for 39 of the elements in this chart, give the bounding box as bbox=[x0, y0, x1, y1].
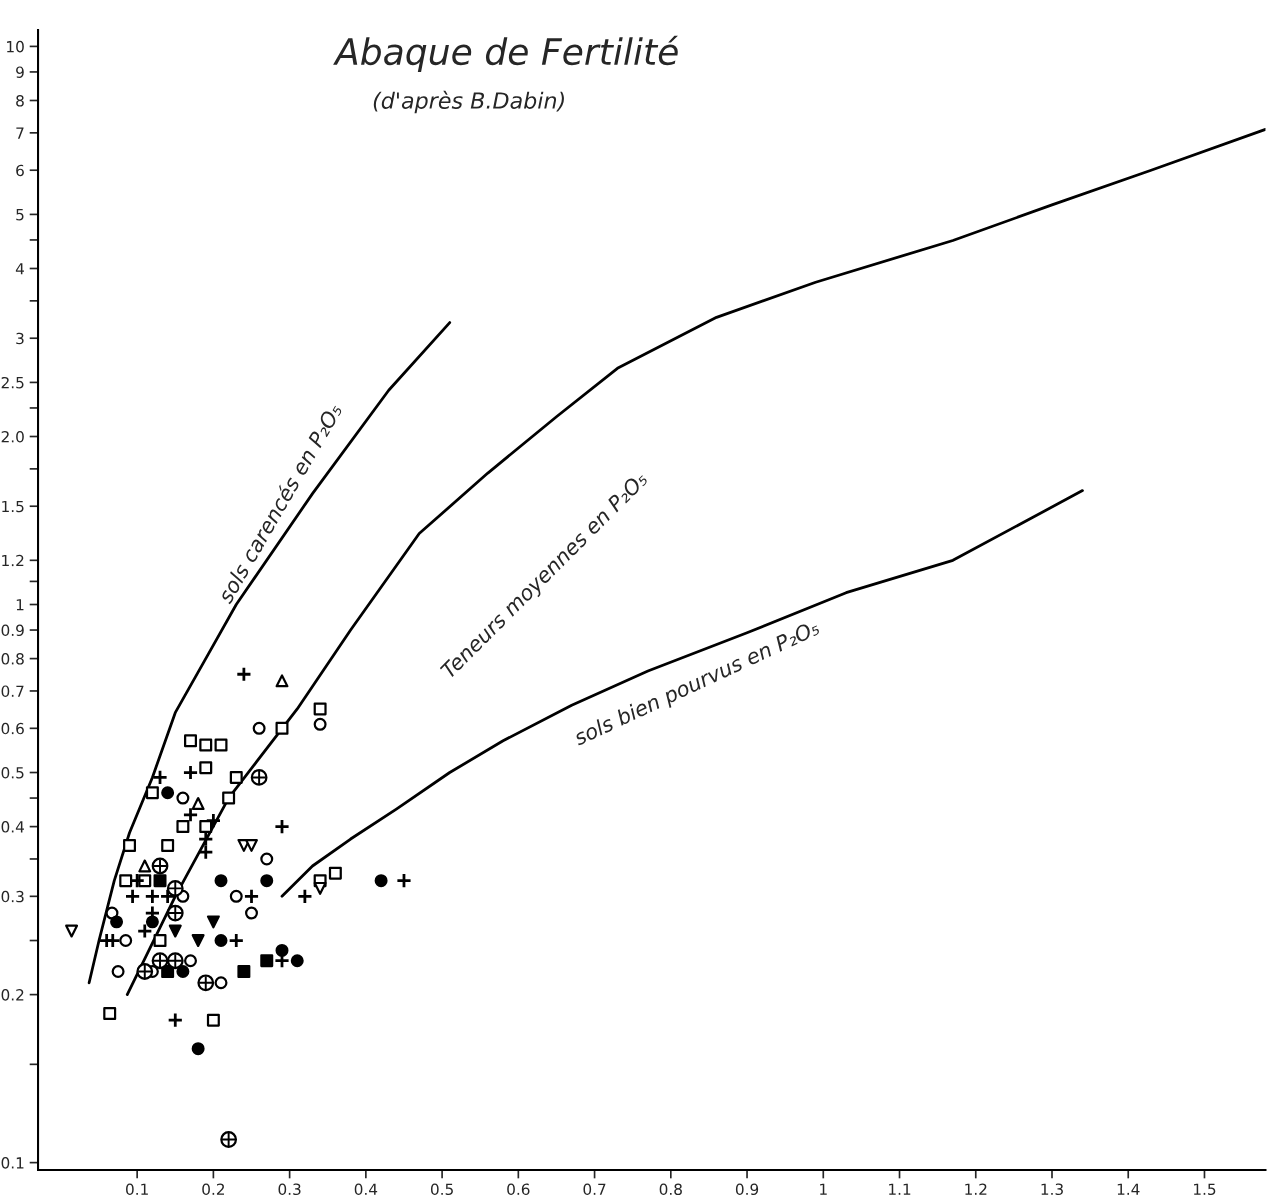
y-tick-label: 8 bbox=[16, 94, 24, 107]
y-tick-label: 3 bbox=[16, 332, 24, 345]
y-tick-label: 2.0 bbox=[1, 430, 24, 443]
x-tick-label: 0.7 bbox=[583, 1183, 606, 1196]
x-tick-label: 1.4 bbox=[1117, 1183, 1140, 1195]
x-tick-label: 0.1 bbox=[126, 1183, 148, 1196]
y-tick-label: 10 bbox=[7, 40, 24, 53]
x-tick-label: 1.5 bbox=[1194, 1183, 1216, 1196]
y-tick-label: 2.5 bbox=[1, 376, 24, 389]
y-tick-label: 0.6 bbox=[1, 722, 24, 735]
y-tick-label: 1 bbox=[16, 599, 24, 611]
y-tick-label: 0.3 bbox=[1, 890, 24, 903]
y-tick-label: 0.2 bbox=[1, 989, 24, 1001]
x-tick-label: 1.2 bbox=[965, 1183, 987, 1195]
chart-title: Abaque de Fertilité bbox=[333, 35, 678, 73]
y-tick-label: 5 bbox=[16, 209, 24, 221]
x-tick-label: 0.3 bbox=[278, 1183, 301, 1196]
y-tick-label: 0.7 bbox=[1, 685, 24, 697]
x-tick-label: 0.2 bbox=[202, 1183, 224, 1196]
y-tick-label: 0.5 bbox=[1, 766, 24, 779]
x-tick-label: 0.4 bbox=[354, 1183, 378, 1196]
x-tick-label: 1.1 bbox=[889, 1183, 911, 1195]
text: (d'après B.Dabin) bbox=[373, 90, 564, 114]
y-tick-label: 6 bbox=[16, 164, 24, 177]
y-tick-label: 4 bbox=[15, 263, 24, 275]
x-tick-label: 0.5 bbox=[430, 1183, 453, 1196]
y-tick-label: 0.1 bbox=[1, 1157, 24, 1169]
x-tick-label: 1.3 bbox=[1041, 1183, 1063, 1196]
x-tick-label: 0.8 bbox=[659, 1183, 682, 1196]
x-tick-label: 1 bbox=[820, 1183, 827, 1195]
y-tick-label: 9 bbox=[16, 66, 24, 78]
y-tick-label: 1.2 bbox=[2, 554, 24, 567]
y-tick-label: 0.9 bbox=[1, 624, 24, 637]
y-tick-label: 1.5 bbox=[2, 500, 24, 513]
y-tick-label: 0.8 bbox=[1, 653, 24, 665]
y-tick-label: 0.4 bbox=[1, 821, 24, 833]
y-tick-label: 7 bbox=[16, 127, 24, 139]
x-tick-label: 0.6 bbox=[507, 1183, 530, 1196]
x-tick-label: 0.9 bbox=[735, 1183, 759, 1196]
